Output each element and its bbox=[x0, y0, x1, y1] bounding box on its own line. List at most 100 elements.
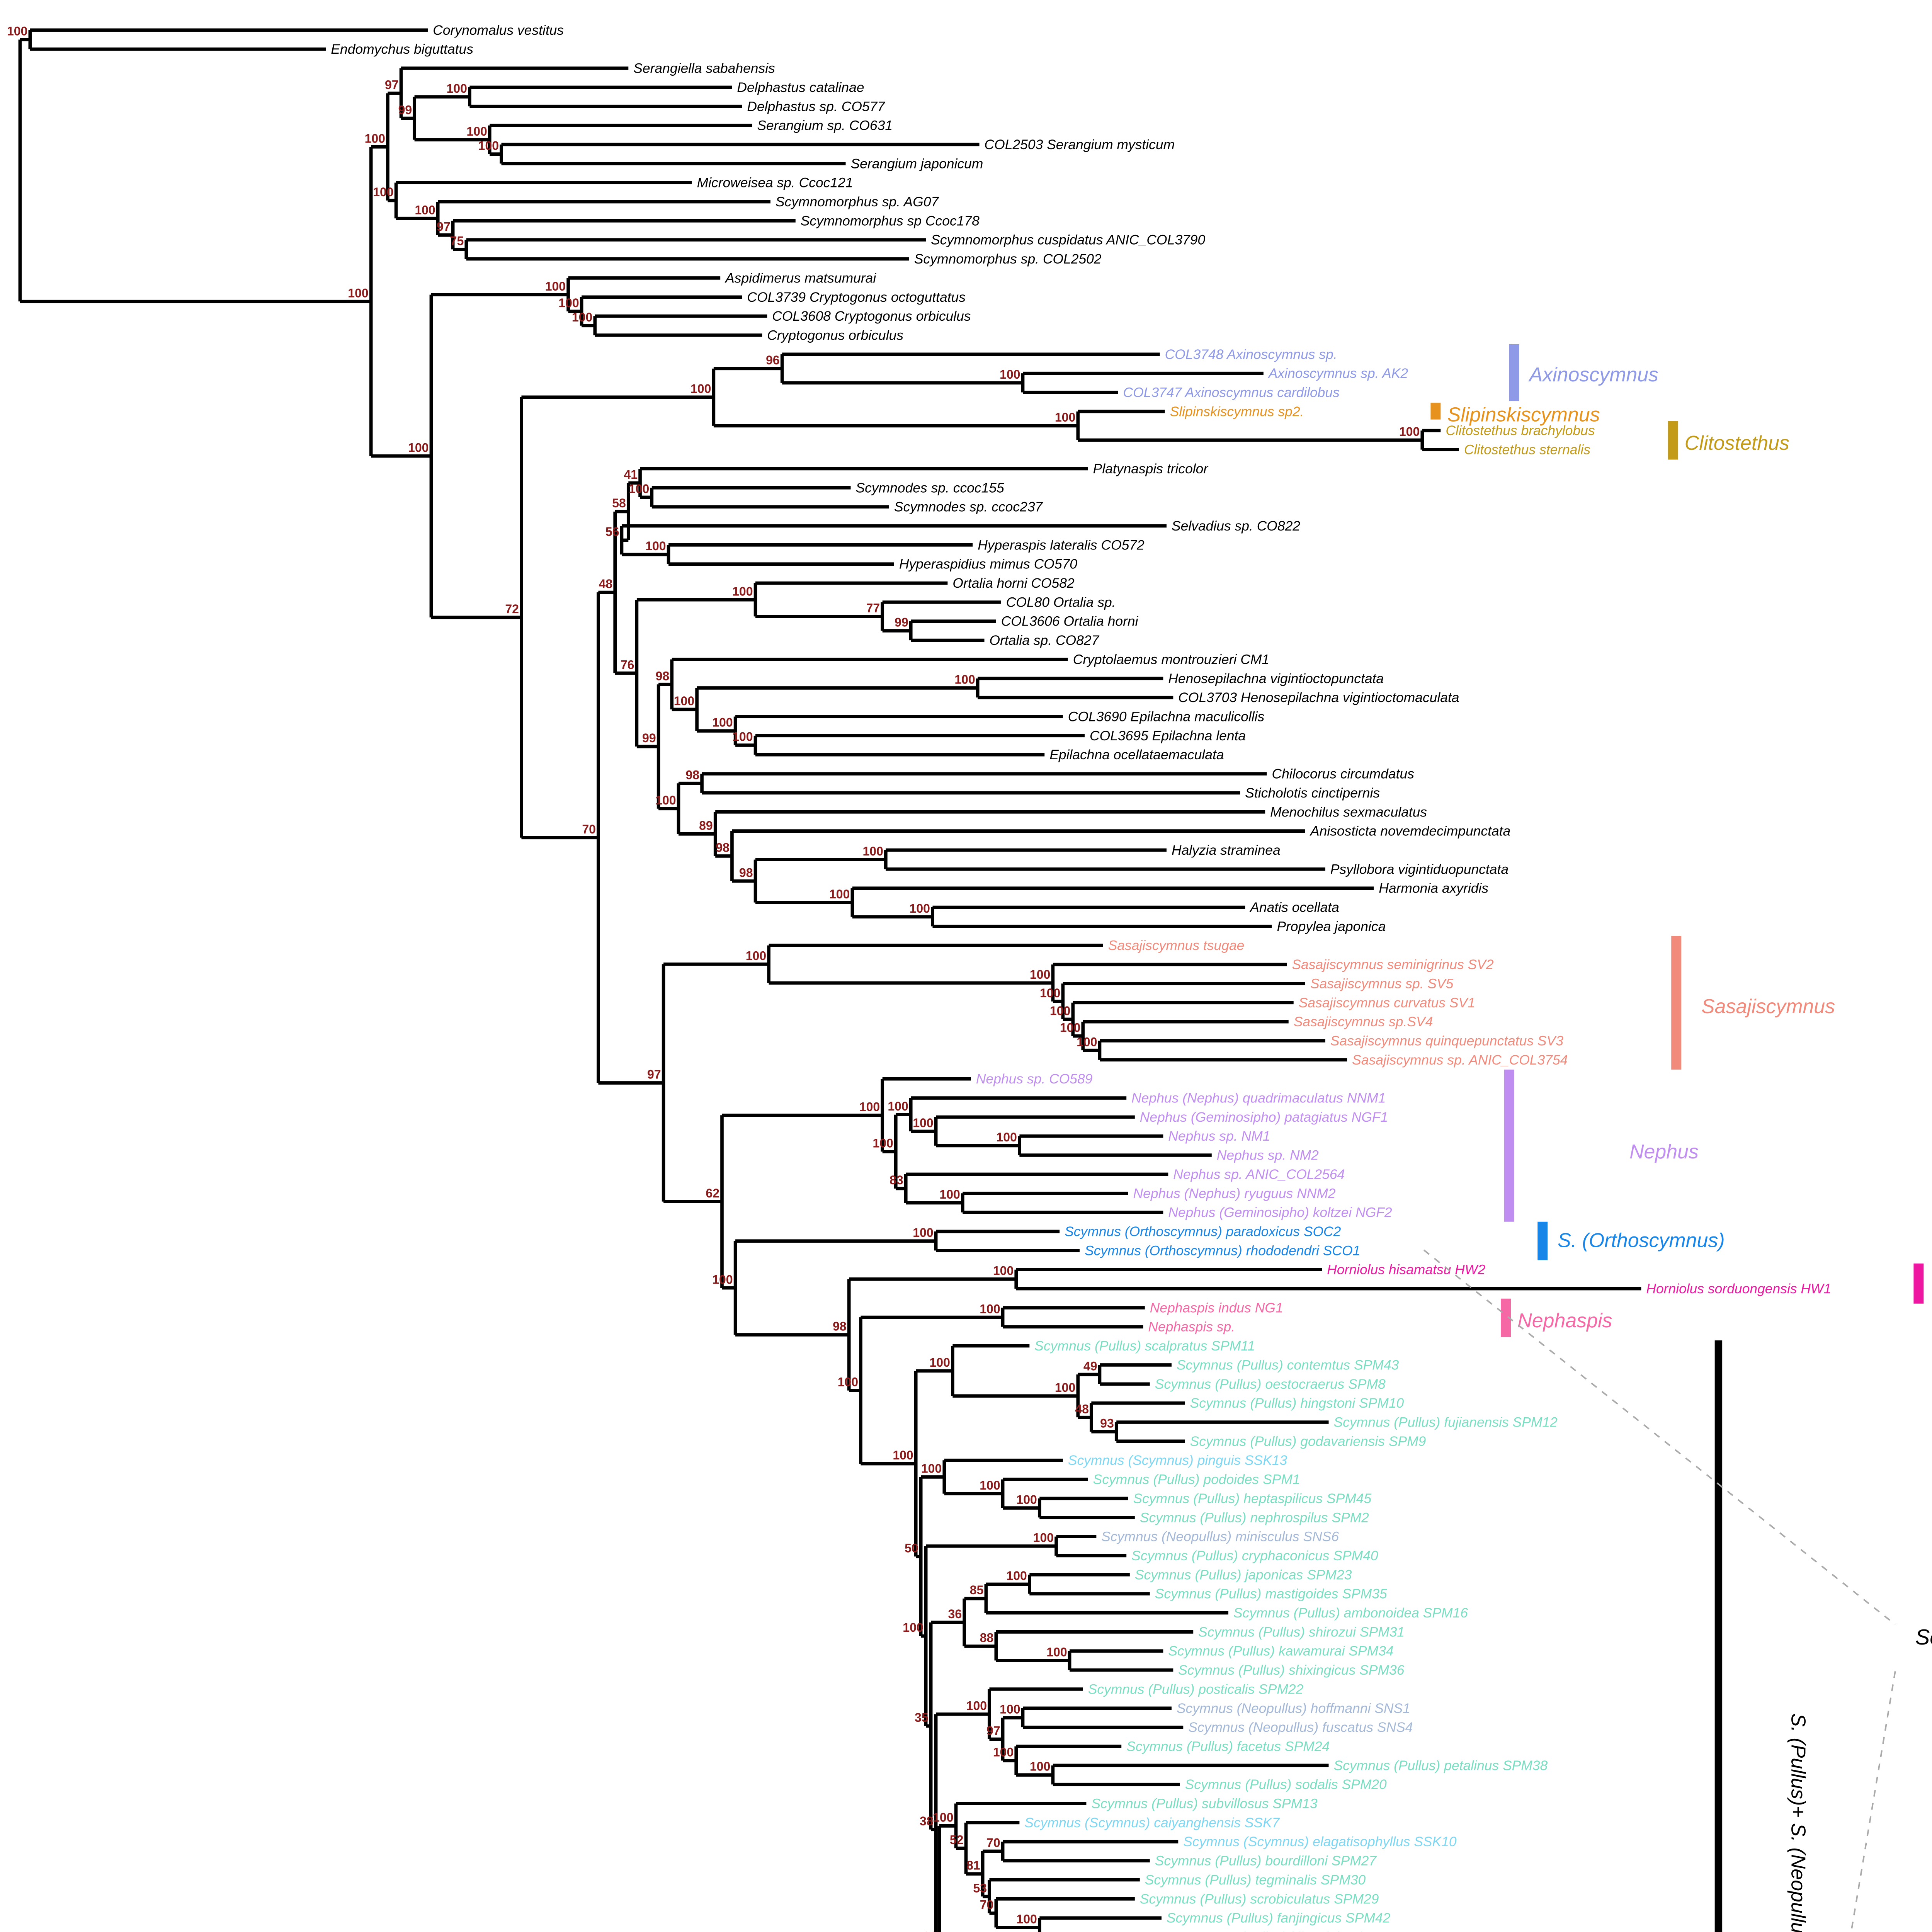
taxon-label: Scymnus (Pullus) shirozui SPM31 bbox=[1198, 1624, 1405, 1639]
support-value: 98 bbox=[716, 841, 730, 855]
taxon-label: Nephaspis indus NG1 bbox=[1150, 1300, 1283, 1315]
clade-bar-label: Axinoscymnus bbox=[1528, 363, 1659, 386]
support-value: 100 bbox=[1060, 1020, 1080, 1034]
taxon-label: Scymnus (Pullus) japonicas SPM23 bbox=[1135, 1567, 1352, 1582]
support-value: 98 bbox=[739, 866, 753, 879]
taxon-label: Scymnus (Pullus) klinosiphonicus SPM7 bbox=[1180, 1929, 1425, 1932]
support-value: 77 bbox=[866, 601, 880, 615]
taxon-label: Scymnus (Pullus) podoides SPM1 bbox=[1093, 1472, 1300, 1487]
taxon-label: Serangium sp. CO631 bbox=[757, 118, 893, 133]
support-value: 41 bbox=[624, 468, 638, 481]
taxon-label: Scymnus (Pullus) facetus SPM24 bbox=[1126, 1738, 1330, 1754]
support-value: 49 bbox=[1083, 1359, 1097, 1373]
support-value: 100 bbox=[980, 1302, 1000, 1316]
clade-bar-sorthoscymnus bbox=[1537, 1221, 1548, 1260]
support-value: 100 bbox=[712, 1272, 733, 1286]
taxon-label: Scymnus (Pullus) sodalis SPM20 bbox=[1185, 1777, 1387, 1792]
clade-bar-label: Sasajiscymnus bbox=[1701, 995, 1835, 1017]
taxon-label: Scymnus (Neopullus) minisculus SNS6 bbox=[1101, 1529, 1339, 1544]
clade-bars: AxinoscymnusSlipinskiscymnusClitostethus… bbox=[1430, 344, 1924, 1932]
support-value: 100 bbox=[893, 1448, 913, 1462]
taxon-label: Nephus (Nephus) quadrimaculatus NNM1 bbox=[1131, 1090, 1386, 1106]
taxon-label: Scymnus (Neopullus) fuscatus SNS4 bbox=[1188, 1719, 1413, 1735]
support-value: 100 bbox=[1055, 410, 1075, 424]
support-value: 100 bbox=[1046, 1645, 1067, 1659]
taxon-label: Epilachna ocellataemaculata bbox=[1049, 747, 1224, 762]
taxon-label: Scymnus (Pullus) contemtus SPM43 bbox=[1177, 1357, 1399, 1372]
taxon-label: Propylea japonica bbox=[1277, 918, 1386, 934]
support-value: 100 bbox=[1000, 367, 1020, 381]
taxon-label: COL3739 Cryptogonus octoguttatus bbox=[747, 289, 966, 305]
support-value: 99 bbox=[642, 731, 656, 745]
taxon-label: Scymnus (Pullus) cryphaconicus SPM40 bbox=[1131, 1548, 1378, 1563]
support-value: 100 bbox=[572, 310, 592, 324]
taxon-label: Sasajiscymnus seminigrinus SV2 bbox=[1292, 957, 1493, 972]
support-value: 100 bbox=[545, 279, 566, 293]
taxon-label: Ortalia sp. CO827 bbox=[990, 633, 1100, 648]
taxon-label: Hyperaspis lateralis CO572 bbox=[978, 537, 1145, 553]
taxon-label: Serangiella sabahensis bbox=[633, 61, 775, 76]
taxon-label: Selvadius sp. CO822 bbox=[1172, 518, 1300, 534]
clade-bar-sasajiscymnus bbox=[1671, 936, 1682, 1070]
taxon-label: Clitostethus sternalis bbox=[1464, 442, 1590, 457]
taxon-label: Slipinskiscymnus sp2. bbox=[1170, 404, 1304, 419]
taxon-label: Scymnomorphus cuspidatus ANIC_COL3790 bbox=[931, 232, 1205, 248]
scymnus-genus-label: Scymnus bbox=[1915, 1625, 1932, 1649]
taxon-label: Psyllobora vigintiduopunctata bbox=[1330, 861, 1509, 877]
support-value: 100 bbox=[373, 185, 393, 199]
support-value: 100 bbox=[966, 1699, 987, 1713]
support-value: 100 bbox=[829, 887, 850, 901]
taxon-label: Sasajiscymnus curvatus SV1 bbox=[1299, 995, 1475, 1010]
support-value: 58 bbox=[612, 496, 626, 510]
clade-bar-label: Nephaspis bbox=[1517, 1309, 1612, 1332]
taxon-label: Scymnus (Scymnus) caiyanghensis SSK7 bbox=[1024, 1815, 1280, 1830]
taxon-label: Nephaspis sp. bbox=[1148, 1319, 1235, 1335]
taxon-label: Scymnodes sp. ccoc155 bbox=[856, 480, 1005, 495]
support-value: 72 bbox=[505, 602, 519, 616]
support-value: 100 bbox=[1006, 1569, 1027, 1583]
support-value: 100 bbox=[1040, 986, 1060, 1000]
taxon-label: COL3747 Axinoscymnus cardilobus bbox=[1123, 385, 1340, 400]
support-value: 56 bbox=[605, 525, 619, 539]
taxon-label: Nephus (Geminosipho) koltzei NGF2 bbox=[1168, 1205, 1392, 1220]
support-value: 100 bbox=[1055, 1381, 1075, 1395]
support-value: 100 bbox=[1030, 968, 1050, 981]
support-value: 93 bbox=[1100, 1416, 1114, 1430]
taxon-label: Delphastus sp. CO577 bbox=[747, 99, 885, 114]
taxon-label: COL3690 Epilachna maculicollis bbox=[1068, 709, 1264, 724]
support-value: 96 bbox=[766, 353, 780, 367]
taxon-label: COL3606 Ortalia horni bbox=[1001, 614, 1139, 629]
support-values: 1001001001009997759710010010010010010010… bbox=[7, 24, 1420, 1932]
support-value: 100 bbox=[1016, 1493, 1037, 1507]
support-value: 100 bbox=[1399, 425, 1420, 439]
taxon-label: Delphastus catalinae bbox=[737, 80, 864, 95]
taxon-label: Menochilus sexmaculatus bbox=[1270, 804, 1427, 820]
taxon-label: Scymnus (Pullus) fanjingicus SPM42 bbox=[1167, 1910, 1391, 1926]
support-value: 62 bbox=[706, 1186, 719, 1200]
support-value: 100 bbox=[746, 949, 766, 963]
taxon-label: Halyzia straminea bbox=[1172, 842, 1281, 858]
annotations: Scymnus S. (Pullus)+ S. (Neopullus)+ S. … bbox=[1423, 1249, 1932, 1932]
taxon-label: Scymnus (Pullus) subvillosus SPM13 bbox=[1091, 1796, 1317, 1811]
taxon-label: Scymnus (Pullus) scrobiculatus SPM29 bbox=[1140, 1891, 1379, 1906]
support-value: 100 bbox=[645, 539, 666, 553]
support-value: 70 bbox=[980, 1898, 994, 1912]
taxon-label: Serangium japonicum bbox=[851, 156, 983, 171]
support-value: 100 bbox=[916, 1930, 937, 1932]
taxon-label: COL3703 Henosepilachna vigintioctomacula… bbox=[1178, 690, 1459, 705]
tree-branches bbox=[18, 28, 1641, 1932]
support-value: 100 bbox=[712, 716, 733, 730]
support-value: 100 bbox=[629, 482, 649, 496]
support-value: 100 bbox=[1016, 1912, 1037, 1926]
support-value: 100 bbox=[690, 382, 711, 396]
taxon-label: Scymnus (Pullus) heptaspilicus SPM45 bbox=[1133, 1491, 1372, 1506]
taxon-label: Scymnus (Pullus) oestocraerus SPM8 bbox=[1155, 1376, 1386, 1392]
taxon-label: Scymnus (Pullus) ambonoidea SPM16 bbox=[1233, 1605, 1468, 1621]
taxon-label: Scymnus (Pullus) fujianensis SPM12 bbox=[1334, 1415, 1558, 1430]
support-value: 48 bbox=[599, 577, 613, 591]
taxon-label: Axinoscymnus sp. AK2 bbox=[1268, 366, 1408, 381]
support-value: 89 bbox=[699, 819, 713, 833]
clade-bar-clitostethus bbox=[1668, 421, 1678, 460]
support-value: 97 bbox=[647, 1068, 661, 1082]
